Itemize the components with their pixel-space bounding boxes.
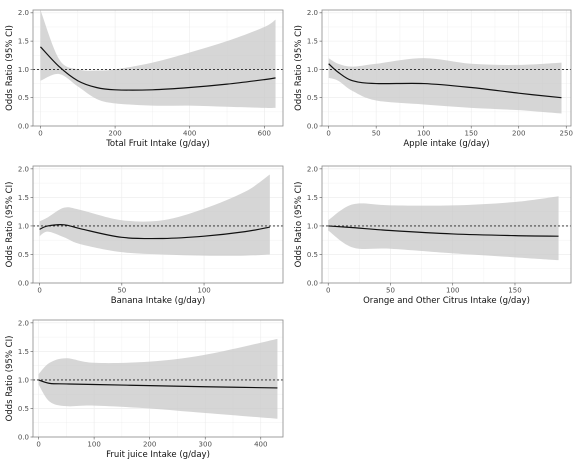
y-tick-label: 1.5 [18, 38, 29, 46]
y-tick-label: 2.0 [18, 319, 29, 327]
confidence-band [38, 338, 278, 419]
panel-2: 0.0 0.5 1.0 1.5 2.0 0 50 100 150 200 250 Apple inta… [294, 9, 573, 149]
confidence-band [328, 196, 559, 261]
panel-border [32, 165, 284, 284]
x-tick-label: 400 [254, 441, 267, 449]
x-tick-label: 0 [326, 130, 330, 138]
x-tick-label: 100 [446, 287, 459, 295]
panel-border [321, 9, 572, 127]
y-axis-title: Odds Ratio (95% CI) [5, 25, 15, 111]
odds-ratio-line [328, 63, 562, 99]
x-tick-label: 100 [87, 441, 100, 449]
x-tick-label: 0 [36, 441, 40, 449]
y-tick-label: 2.0 [18, 9, 29, 17]
odds-ratio-line [328, 225, 559, 237]
x-tick-label: 300 [199, 441, 212, 449]
y-tick-label: 1.5 [307, 194, 318, 202]
odds-ratio-line [38, 379, 278, 389]
y-axis-title: Odds Ratio (95% CI) [5, 336, 15, 422]
x-tick-label: 150 [465, 130, 478, 138]
x-tick-label: 150 [508, 287, 521, 295]
x-tick-label: 50 [386, 287, 395, 295]
x-tick-label: 250 [560, 130, 573, 138]
panel-5: 0.0 0.5 1.0 1.5 2.0 0 100 200 300 400 Fruit juice … [5, 319, 284, 460]
y-tick-label: 1.0 [18, 66, 29, 74]
x-tick-label: 200 [512, 130, 525, 138]
x-tick-label: 0 [326, 287, 330, 295]
y-tick-label: 1.0 [18, 222, 29, 230]
y-tick-label: 0.5 [307, 251, 318, 259]
x-tick-label: 200 [143, 441, 156, 449]
y-tick-label: 1.0 [307, 66, 318, 74]
panel-border [32, 9, 284, 127]
y-axis-title: Odds Ratio (95% CI) [294, 25, 304, 111]
x-tick-label: 100 [197, 287, 210, 295]
y-tick-label: 2.0 [307, 165, 318, 173]
odds-ratio-line [40, 46, 276, 91]
x-axis-title: Banana Intake (g/day) [111, 296, 205, 306]
x-tick-label: 400 [183, 130, 196, 138]
x-tick-label: 0 [37, 287, 41, 295]
y-axis-title: Odds Ratio (95% CI) [294, 182, 304, 268]
confidence-band [328, 58, 562, 114]
y-tick-label: 1.5 [307, 38, 318, 46]
x-tick-label: 200 [108, 130, 121, 138]
y-axis-title: Odds Ratio (95% CI) [5, 182, 15, 268]
x-axis-title: Total Fruit Intake (g/day) [105, 139, 210, 149]
y-tick-label: 0.0 [18, 433, 29, 441]
x-axis-title: Orange and Other Citrus Intake (g/day) [363, 296, 530, 306]
x-tick-label: 50 [372, 130, 381, 138]
y-tick-label: 0.5 [307, 94, 318, 102]
y-tick-label: 0.5 [18, 405, 29, 413]
x-axis-title: Fruit juice Intake (g/day) [106, 450, 210, 460]
y-tick-label: 1.5 [18, 194, 29, 202]
y-tick-label: 0.0 [307, 122, 318, 130]
y-tick-label: 2.0 [307, 9, 318, 17]
y-tick-label: 0.0 [307, 279, 318, 287]
x-tick-label: 0 [38, 130, 42, 138]
y-tick-label: 0.5 [18, 94, 29, 102]
panel-1: 0.0 0.5 1.0 1.5 2.0 0 200 400 600 Total Fruit Int… [5, 9, 284, 149]
y-tick-label: 1.5 [18, 348, 29, 356]
y-tick-label: 0.0 [18, 279, 29, 287]
y-tick-label: 0.0 [18, 122, 29, 130]
x-tick-label: 600 [258, 130, 271, 138]
confidence-band [40, 10, 276, 108]
x-tick-label: 50 [117, 287, 126, 295]
odds-ratio-line [39, 224, 270, 240]
y-tick-label: 2.0 [18, 165, 29, 173]
y-tick-label: 0.5 [18, 251, 29, 259]
x-tick-label: 100 [417, 130, 430, 138]
y-tick-label: 1.0 [307, 222, 318, 230]
panel-border [32, 319, 284, 438]
x-axis-title: Apple intake (g/day) [403, 139, 489, 149]
y-tick-label: 1.0 [18, 376, 29, 384]
panel-border [321, 165, 572, 284]
